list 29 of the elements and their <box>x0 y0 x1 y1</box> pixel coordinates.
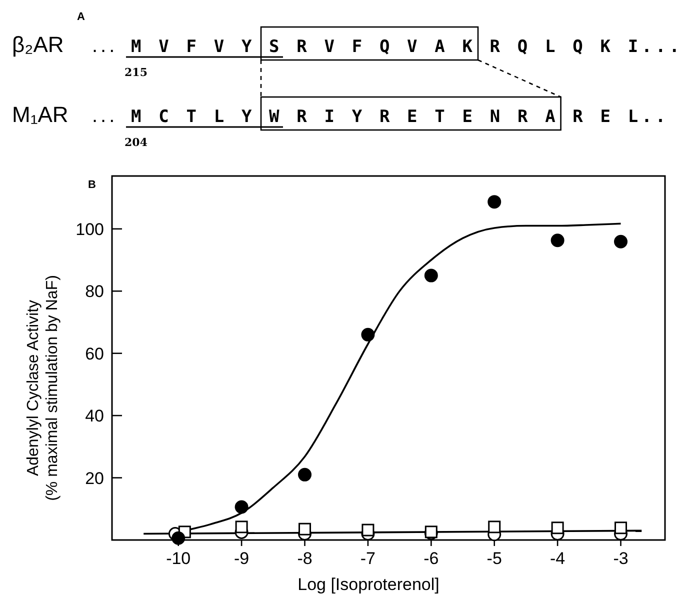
y-axis-title: Adenylyl Cyclase Activity (% maximal stimulation by NaF) <box>25 275 61 501</box>
text: R E L.. <box>572 107 670 127</box>
text: B <box>88 179 96 191</box>
text: ... <box>92 35 118 57</box>
text: ... <box>92 105 118 127</box>
text: A <box>77 11 85 23</box>
text: S R V F Q V A K <box>269 37 476 57</box>
text: β₂AR <box>12 32 64 57</box>
text: 215 <box>124 66 148 79</box>
y-tick-label: 100 <box>76 220 104 239</box>
y-tick-label: 60 <box>85 344 104 364</box>
text: M C T L Y <box>131 107 256 127</box>
x-tick-label: -8 <box>297 549 312 568</box>
x-tick-label: -3 <box>613 549 628 568</box>
x-tick-label: -7 <box>360 549 376 568</box>
text: 204 <box>124 136 148 149</box>
x-tick-label: -9 <box>234 549 250 568</box>
text: R Q L Q K I... <box>490 37 679 57</box>
y-tick-label: 20 <box>85 468 104 488</box>
x-tick-label: -6 <box>424 549 439 568</box>
text: M₁AR <box>12 102 68 127</box>
y-tick-label: 80 <box>85 282 104 302</box>
x-axis-title: Log [Isoproterenol] <box>298 575 440 594</box>
y-tick-label: 40 <box>85 406 104 426</box>
text: W R I Y R E T E N R A <box>269 107 559 127</box>
text: M V F V Y <box>131 37 256 57</box>
x-tick-label: -5 <box>486 549 502 568</box>
x-tick-label: -4 <box>550 549 566 568</box>
x-tick-label: -10 <box>166 549 191 568</box>
